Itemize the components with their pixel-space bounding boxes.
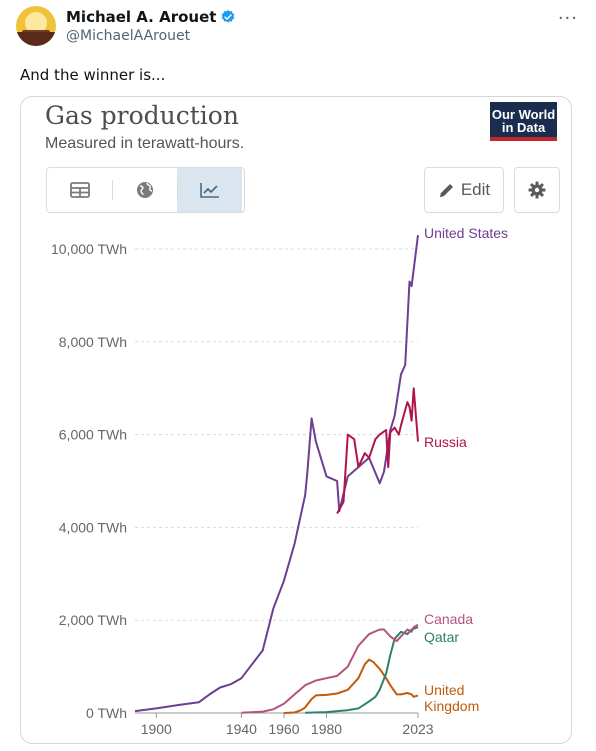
- tab-chart[interactable]: [177, 168, 242, 212]
- edit-button[interactable]: Edit: [424, 167, 504, 213]
- pencil-icon: [439, 183, 453, 197]
- y-tick-label: 4,000 TWh: [59, 519, 127, 535]
- table-icon: [69, 182, 90, 198]
- edit-label: Edit: [460, 180, 491, 199]
- y-tick-label: 8,000 TWh: [59, 334, 127, 350]
- avatar[interactable]: [16, 6, 56, 46]
- series-line-qatar: [305, 626, 419, 714]
- avatar-ground: [16, 32, 56, 46]
- logo-line-2: in Data: [501, 120, 546, 135]
- tweet-text: And the winner is...: [20, 66, 166, 84]
- chart-card[interactable]: 0 TWh 2,000 TWh 4,000 TWh 6,000 TWh 8,000 TW…: [20, 96, 572, 744]
- series-label-russia: Russia: [424, 434, 467, 450]
- x-tick-label: 2023: [402, 721, 433, 737]
- logo-stripe: [490, 137, 557, 141]
- tab-map[interactable]: [112, 168, 177, 212]
- x-tick-label: 1960: [268, 721, 299, 737]
- globe-icon: [136, 182, 153, 198]
- y-tick-label: 10,000 TWh: [51, 241, 127, 257]
- line-chart-icon: [199, 183, 219, 198]
- chart-subtitle: Measured in terawatt-hours.: [45, 135, 245, 152]
- tweet-header: Michael A. Arouet @MichaelAArouet ···: [0, 0, 596, 60]
- more-options-icon[interactable]: ···: [557, 8, 578, 29]
- author-name-row[interactable]: Michael A. Arouet: [66, 8, 236, 26]
- x-tick-label: 1980: [311, 721, 342, 737]
- chart-title: Gas production: [45, 101, 239, 130]
- author-handle[interactable]: @MichaelAArouet: [66, 28, 191, 44]
- avatar-sun: [25, 12, 47, 34]
- y-tick-label: 0 TWh: [86, 705, 127, 721]
- x-tick-label: 1940: [226, 721, 257, 737]
- view-tabs: [46, 167, 245, 213]
- verified-badge-icon: [222, 10, 235, 23]
- series-line-united-kingdom: [283, 658, 419, 714]
- x-tick-label: 1900: [141, 721, 172, 737]
- tab-separator: [177, 180, 178, 200]
- series-line-canada: [241, 623, 419, 714]
- series-label-united-kingdom: United Kingdom: [424, 682, 479, 714]
- series-label-united-states: United States: [424, 225, 508, 241]
- series-label-qatar: Qatar: [424, 629, 459, 645]
- tab-table[interactable]: [47, 168, 112, 212]
- series-label-canada: Canada: [424, 611, 473, 627]
- tab-separator: [112, 180, 113, 200]
- y-tick-label: 6,000 TWh: [59, 427, 127, 443]
- owid-logo[interactable]: Our World in Data: [490, 102, 557, 141]
- logo-line-1: Our World: [491, 107, 556, 122]
- y-tick-label: 2,000 TWh: [59, 612, 127, 628]
- author-name[interactable]: Michael A. Arouet: [66, 8, 217, 26]
- series-line-russia: [336, 387, 419, 514]
- settings-button[interactable]: [514, 167, 560, 213]
- gear-icon: [528, 181, 546, 199]
- gas-production-chart: 0 TWh 2,000 TWh 4,000 TWh 6,000 TWh 8,000 TW…: [51, 225, 508, 737]
- series-line-united-states: [134, 234, 419, 713]
